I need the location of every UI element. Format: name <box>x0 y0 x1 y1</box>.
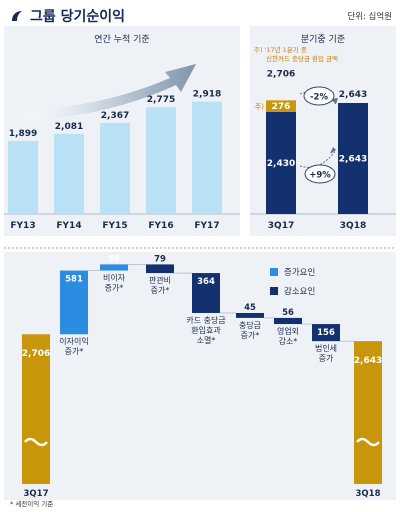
waterfall-step-value: 56 <box>108 254 120 264</box>
waterfall-step-label: 법인세 <box>315 343 337 353</box>
waterfall-start-value: 2,706 <box>22 349 50 359</box>
quarter-bar-base-3q17 <box>266 111 296 214</box>
annual-tick-label: FY15 <box>102 221 127 231</box>
quarter-footnote-line2: 신한카드 충당금 환입 금액 <box>266 54 338 63</box>
annual-tick-label: FY16 <box>148 221 173 231</box>
waterfall-step-bar <box>100 264 128 271</box>
quarter-chart-title: 분기중 기준 <box>301 34 345 45</box>
waterfall-step-bar <box>60 270 88 335</box>
waterfall-step-label: 카드 충당금 <box>186 315 225 325</box>
quarter-bars-group: 2,430 276 주) 2,706 3Q17 2,643 2,643 3Q18 -2% +9% <box>250 69 396 231</box>
waterfall-step-label: 증가* <box>65 347 84 356</box>
annual-bar-fy14 <box>54 133 84 214</box>
waterfall-step-label: 비이자 <box>103 273 126 283</box>
minus-bubble <box>303 86 335 106</box>
waterfall-step-bar <box>236 312 264 318</box>
quarter-total-label: 2,706 <box>267 69 295 79</box>
annual-value-label: 2,775 <box>147 95 175 105</box>
legend-decrease-swatch <box>270 287 278 295</box>
plus-bubble <box>304 164 336 184</box>
waterfall-step-value: 56 <box>282 308 294 318</box>
legend-increase-swatch <box>270 268 278 276</box>
quarter-bar-base-label: 2,430 <box>267 159 295 169</box>
shinhan-logo-icon <box>12 11 22 21</box>
quarter-bar-base-3q18 <box>338 102 368 214</box>
annual-value-label: 2,367 <box>101 111 129 121</box>
waterfall-group: 2,7063Q17581이자이익증가*56비이자증가*79판관비증가*364카드… <box>22 254 382 499</box>
waterfall-step-value: 156 <box>317 328 335 338</box>
trend-arrow-icon <box>12 64 196 120</box>
annual-bar-fy15 <box>100 122 130 214</box>
annual-value-label: 2,081 <box>55 122 83 132</box>
waterfall-step-value: 45 <box>244 303 256 313</box>
annual-bars-group: 1,899 FY13 2,081 FY14 2,367 FY15 2,775 FY16 2,91… <box>4 90 240 231</box>
quarter-total-label: 2,643 <box>339 90 367 100</box>
page-title-text: 그룹 당기순이익 <box>30 9 126 25</box>
unit-label: 단위: 십억원 <box>347 12 392 22</box>
waterfall-step-label: 소멸* <box>197 335 216 345</box>
waterfall-start-bar <box>22 334 50 484</box>
waterfall-step-value: 79 <box>154 254 166 264</box>
waterfall-step-label: 충당금 <box>239 320 261 330</box>
waterfall-step-label: 영업외 <box>277 326 299 336</box>
legend-increase-label: 증가요인 <box>284 267 315 278</box>
waterfall-footnote: * 세전이익 기준 <box>10 499 53 508</box>
waterfall-step-label: 환입효과 <box>191 325 221 335</box>
waterfall-end-bar <box>354 341 382 484</box>
minus-annotation: -2% <box>310 93 328 103</box>
annual-tick-label: FY13 <box>10 221 35 231</box>
axis-break-icon <box>356 437 380 447</box>
page-title: 그룹 당기순이익 <box>10 6 125 26</box>
plus-arrowhead-icon <box>330 147 336 154</box>
annual-bar-fy16 <box>146 107 176 214</box>
waterfall-step-label: 증가* <box>241 331 260 340</box>
waterfall-end-tick: 3Q18 <box>356 489 381 499</box>
legend-decrease-label: 감소요인 <box>284 286 315 297</box>
plus-annotation: +9% <box>309 171 331 181</box>
waterfall-step-label: 증가 <box>319 354 334 363</box>
waterfall-step-label: 증가* <box>105 284 124 293</box>
waterfall-step-label: 증가* <box>151 286 170 295</box>
annual-chart-title: 연간 누적 기준 <box>94 33 149 45</box>
annual-tick-label: FY17 <box>194 221 219 231</box>
annual-value-label: 2,918 <box>193 90 221 100</box>
waterfall-step-label: 판관비 <box>149 275 171 285</box>
quarter-bar-top-3q17 <box>266 100 296 112</box>
waterfall-end-value: 2,643 <box>354 356 382 366</box>
waterfall-step-bar <box>146 264 174 274</box>
waterfall-step-value: 581 <box>65 275 83 285</box>
annual-tick-label: FY14 <box>56 221 81 231</box>
waterfall-step-bar <box>274 317 302 325</box>
quarter-tick-label: 3Q18 <box>340 221 366 231</box>
waterfall-step-bar <box>192 273 220 313</box>
annual-bar-fy17 <box>192 101 222 214</box>
quarter-footnote-line1: 주) '17년 1분기 중 <box>254 45 307 54</box>
waterfall-step-value: 364 <box>197 277 215 287</box>
waterfall-step-label: 이자이익 <box>59 336 88 346</box>
waterfall-step-bar <box>312 324 340 342</box>
annual-bar-fy13 <box>8 140 38 214</box>
quarter-tick-label: 3Q17 <box>268 221 294 231</box>
quarter-bar-base-label: 2,643 <box>339 154 367 164</box>
annual-value-label: 1,899 <box>9 129 37 139</box>
quarter-note-marker: 주) <box>255 103 264 111</box>
waterfall-step-label: 감소* <box>279 336 298 346</box>
axis-break-icon <box>24 437 48 447</box>
waterfall-start-tick: 3Q17 <box>24 489 49 499</box>
quarter-bar-top-label: 276 <box>272 102 291 112</box>
